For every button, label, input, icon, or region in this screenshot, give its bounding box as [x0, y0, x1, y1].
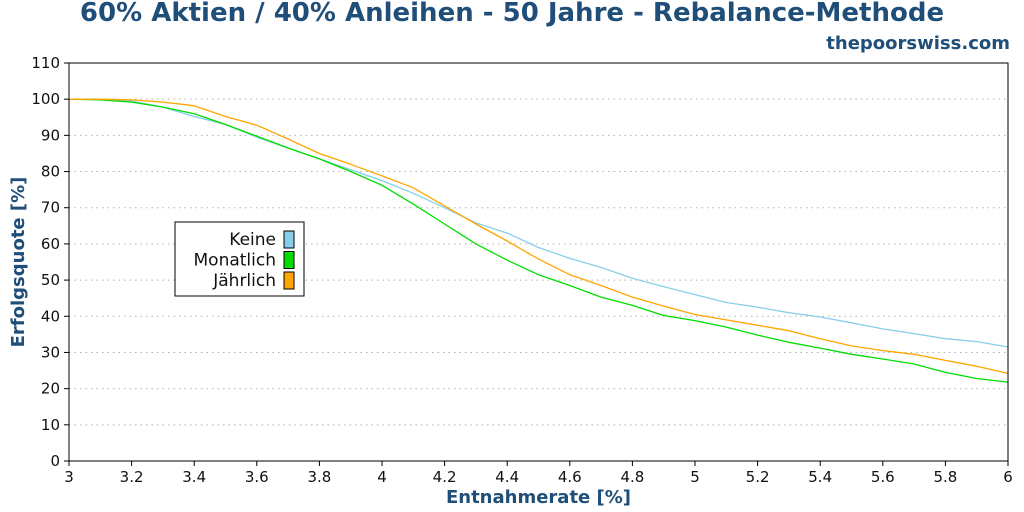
y-tick-labels: 0 10 20 30 40 50 60 70 80 90 100 110 [31, 54, 60, 470]
y-tick-label: 30 [41, 343, 60, 361]
x-tick-label: 5.2 [746, 468, 770, 486]
x-tick-label: 3.2 [120, 468, 144, 486]
legend-box [174, 221, 305, 297]
legend-swatch [283, 230, 295, 249]
y-tick-label: 50 [41, 271, 60, 289]
x-axis-label: Entnahmerate [%] [446, 487, 631, 508]
x-tick-label: 4.8 [620, 468, 644, 486]
y-tick-label: 20 [41, 380, 60, 398]
x-tick-label: 5.4 [808, 468, 832, 486]
x-tick-label: 5 [690, 468, 700, 486]
x-tick-label: 3.6 [245, 468, 269, 486]
y-axis-label: Erfolgsquote [%] [8, 177, 29, 348]
y-tick-label: 110 [31, 54, 60, 72]
series-line-jährlich [69, 98, 1009, 375]
legend-swatch [283, 251, 295, 269]
x-tick-label: 4.4 [495, 468, 519, 486]
x-tick-labels: 3 3.2 3.4 3.6 3.8 4 4.2 4.4 4.6 4.8 5 5.2 5.4 5.6 5.8 6 [64, 468, 1013, 486]
plot-frame [68, 62, 1009, 462]
site-watermark: thepoorswiss.com [826, 33, 1010, 54]
legend-label: Jährlich [212, 271, 276, 291]
x-tick-label: 4.6 [558, 468, 582, 486]
y-tick-label: 10 [41, 416, 60, 434]
y-tick-label: 80 [41, 163, 60, 181]
x-tick-label: 5.8 [933, 468, 957, 486]
y-tick-label: 40 [41, 307, 60, 325]
legend-label: Keine [229, 230, 276, 250]
y-tick-label: 100 [31, 90, 60, 108]
x-tick-label: 3.8 [307, 468, 331, 486]
series-layer [68, 98, 1009, 383]
x-tick-label: 4 [377, 468, 387, 486]
y-tick-label: 60 [41, 235, 60, 253]
x-tick-label: 3.4 [182, 468, 206, 486]
y-tick-label: 70 [41, 199, 60, 217]
axes [64, 62, 1009, 466]
y-tick-label: 0 [50, 452, 60, 470]
x-tick-label: 4.2 [433, 468, 457, 486]
x-tick-label: 5.6 [871, 468, 895, 486]
chart-title: 60% Aktien / 40% Anleihen - 50 Jahre - R… [79, 0, 945, 28]
y-tick-label: 90 [41, 126, 60, 144]
x-tick-label: 3 [64, 468, 74, 486]
legend-swatch [283, 271, 295, 290]
legend-label: Monatlich [194, 251, 277, 271]
series-line-monatlich [68, 98, 1009, 383]
x-tick-label: 6 [1003, 468, 1013, 486]
